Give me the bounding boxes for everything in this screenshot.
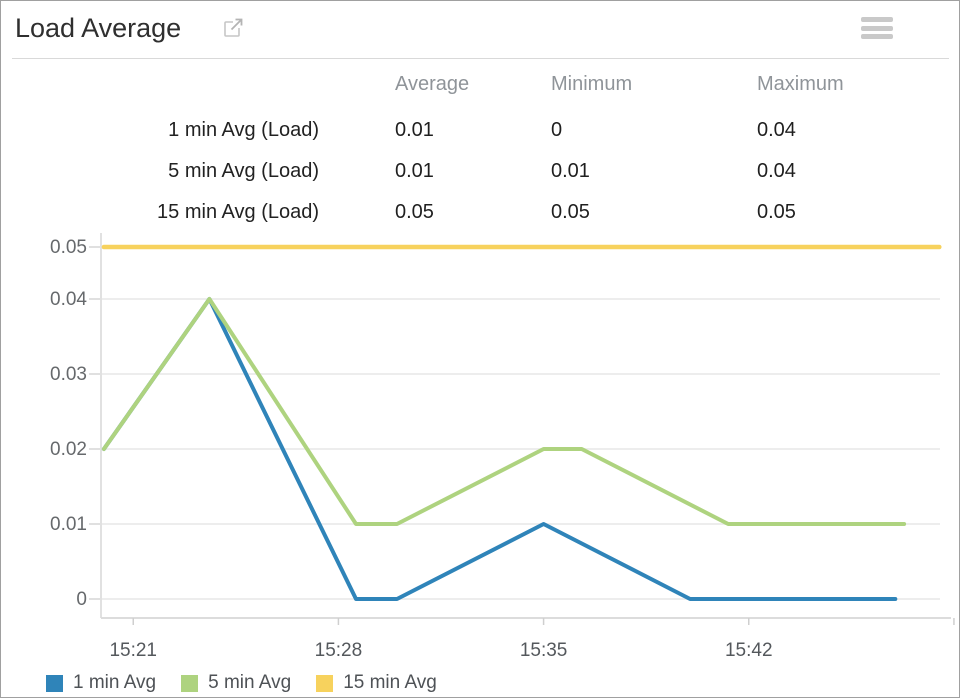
stats-value: 0.01 — [551, 160, 590, 182]
hamburger-menu-button[interactable] — [861, 17, 893, 39]
stats-col-minimum: Minimum — [551, 72, 633, 95]
widget-header: Load Average — [1, 1, 959, 59]
stats-col-maximum: Maximum — [757, 72, 844, 95]
stats-value: 0 — [551, 119, 563, 141]
legend-item-5-min-avg[interactable]: 5 min Avg — [181, 672, 291, 694]
y-tick-label: 0.03 — [50, 364, 87, 385]
stats-value: 0.01 — [395, 160, 434, 182]
hamburger-bar — [861, 17, 893, 22]
y-tick-label: 0.01 — [50, 514, 87, 535]
legend-label: 5 min Avg — [208, 672, 292, 693]
stats-table: Average Minimum Maximum 1 min Avg (Load)… — [1, 69, 951, 233]
x-axis-labels: 15:21 15:28 15:35 15:42 — [109, 618, 955, 661]
external-link-icon[interactable] — [223, 17, 244, 38]
x-tick-label: 15:28 — [315, 640, 363, 661]
stats-row-label: 15 min Avg (Load) — [157, 201, 319, 223]
series-line-5-min-avg — [101, 297, 907, 526]
widget-title: Load Average — [15, 13, 182, 43]
stats-col-average: Average — [395, 72, 470, 95]
load-average-chart: 0 0.01 0.02 0.03 0.04 0.05 15:21 15:28 15:35 15:4… — [50, 233, 955, 661]
legend-swatch-green — [181, 674, 199, 692]
stats-value: 0.05 — [757, 201, 796, 223]
stats-value: 0.05 — [395, 201, 434, 223]
legend-swatch-yellow — [316, 674, 334, 692]
legend-item-15-min-avg[interactable]: 15 min Avg — [316, 672, 437, 694]
legend-swatch-blue — [46, 674, 63, 692]
stats-value: 0.05 — [551, 201, 590, 223]
stats-corner-cell — [1, 73, 319, 107]
y-tick-label: 0 — [76, 589, 87, 610]
stats-row-label: 1 min Avg (Load) — [168, 119, 319, 141]
legend-label: 1 min Avg — [73, 672, 157, 693]
y-tick-label: 0.02 — [50, 439, 87, 460]
stats-value: 0.01 — [395, 119, 434, 141]
legend-label: 15 min Avg — [343, 672, 437, 693]
hamburger-bar — [861, 25, 893, 31]
x-tick-label: 15:42 — [725, 640, 773, 661]
gridlines — [89, 246, 940, 600]
stats-row-label: 5 min Avg (Load) — [168, 160, 319, 182]
y-tick-label: 0.04 — [50, 289, 87, 310]
x-tick-label: 15:35 — [520, 640, 568, 661]
y-tick-label: 0.05 — [50, 237, 87, 258]
hamburger-bar — [861, 34, 893, 39]
legend-item-1-min-avg[interactable]: 1 min Avg — [46, 672, 156, 694]
stats-value: 0.04 — [757, 119, 796, 141]
stats-value: 0.04 — [757, 160, 796, 182]
chart-legend: 1 min Avg 5 min Avg 15 min Avg — [46, 672, 437, 694]
y-axis-labels: 0 0.01 0.02 0.03 0.04 0.05 — [50, 237, 87, 610]
x-tick-label: 15:21 — [109, 640, 157, 661]
header-divider — [12, 58, 949, 59]
